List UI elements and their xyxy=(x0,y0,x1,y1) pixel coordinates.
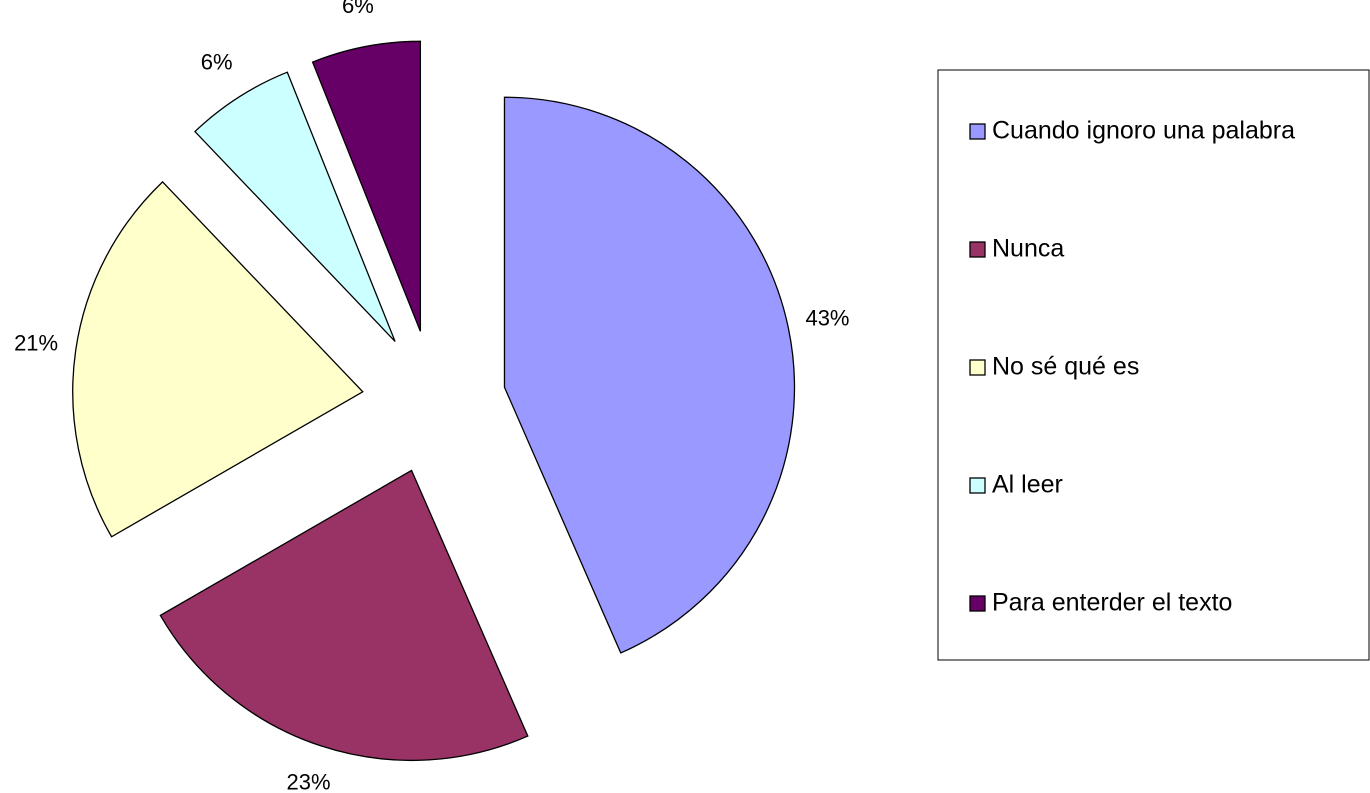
legend-label: No sé qué es xyxy=(992,353,1139,381)
legend-label: Para enterder el texto xyxy=(992,589,1232,617)
pie-slice xyxy=(311,40,422,332)
pie-slice xyxy=(503,96,796,654)
data-label: 21% xyxy=(14,331,58,356)
data-label: 23% xyxy=(287,770,331,793)
legend-label: Nunca xyxy=(992,235,1064,263)
legend-swatch xyxy=(969,595,986,612)
legend-swatch xyxy=(969,123,986,140)
pie-slice xyxy=(194,71,396,342)
legend-box xyxy=(937,69,1370,661)
data-label: 43% xyxy=(805,305,849,330)
legend-label: Cuando ignoro una palabra xyxy=(992,117,1295,145)
legend-swatch xyxy=(969,241,986,258)
pie-slice xyxy=(72,180,364,538)
data-label: 6% xyxy=(342,0,374,18)
legend-label: Al leer xyxy=(992,471,1063,499)
pie-slice xyxy=(159,469,529,761)
legend-swatch xyxy=(969,477,986,494)
legend-swatch xyxy=(969,359,986,376)
data-label: 6% xyxy=(201,50,233,75)
